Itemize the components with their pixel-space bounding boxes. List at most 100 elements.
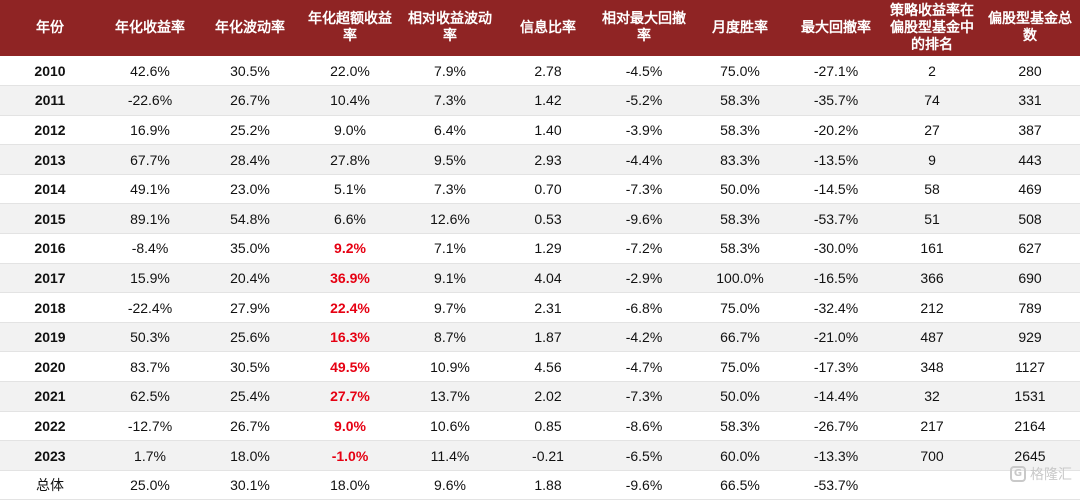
table-cell: 487	[920, 329, 944, 346]
table-cell: 58.3%	[720, 210, 760, 227]
table-cell: 212	[920, 299, 944, 316]
row-year-cell: 2014	[34, 181, 66, 198]
table-cell: 27.8%	[330, 151, 370, 168]
column-header: 年化波动率	[215, 19, 285, 36]
table-cell: 1.7%	[134, 447, 166, 464]
table-cell: 25.0%	[130, 477, 170, 494]
table-cell: 10.6%	[430, 417, 470, 434]
table-cell: 627	[1018, 240, 1042, 257]
table-cell: 67.7%	[130, 151, 170, 168]
table-cell: 508	[1018, 210, 1042, 227]
table-row: 2023 1.7% 18.0% -1.0% 11.4% -0.21 -6.5% 60.0% -1…	[0, 440, 1080, 471]
table-cell: 49.5%	[330, 358, 370, 375]
table-cell: 42.6%	[130, 62, 170, 79]
table-cell: -12.7%	[127, 417, 173, 434]
table-cell: -8.6%	[625, 417, 663, 434]
table-cell: -16.5%	[813, 269, 859, 286]
table-cell: -2.9%	[625, 269, 663, 286]
table-row: 2012 16.9% 25.2% 9.0% 6.4% 1.40 -3.9% 58.3% -20.…	[0, 115, 1080, 145]
table-cell: 20.4%	[230, 269, 270, 286]
row-year-cell: 2022	[34, 417, 66, 434]
table-cell: 280	[1018, 62, 1042, 79]
table-cell: 15.9%	[130, 269, 170, 286]
table-cell: 0.70	[534, 181, 562, 198]
table-cell: 16.9%	[130, 121, 170, 138]
table-cell: 18.0%	[230, 447, 270, 464]
table-cell: -30.0%	[813, 240, 859, 257]
table-cell: -27.1%	[813, 62, 859, 79]
table-cell: -26.7%	[813, 417, 859, 434]
table-cell: -35.7%	[813, 92, 859, 109]
table-cell: 9	[928, 151, 936, 168]
table-cell: 1127	[1014, 358, 1046, 375]
table-row: 2014 49.1% 23.0% 5.1% 7.3% 0.70 -7.3% 50.0% -14.…	[0, 174, 1080, 204]
table-cell: 66.7%	[720, 329, 760, 346]
column-header: 年化超额收益率	[308, 11, 392, 44]
table-row: 2018 -22.4% 27.9% 22.4% 9.7% 2.31 -6.8% 75.0% -3…	[0, 292, 1080, 323]
table-cell: 83.3%	[720, 151, 760, 168]
table-cell: -7.3%	[625, 181, 663, 198]
table-cell: 7.3%	[434, 92, 466, 109]
table-cell: -14.4%	[813, 388, 859, 405]
table-cell: 49.1%	[130, 181, 170, 198]
column-header: 偏股型基金总数	[988, 11, 1072, 44]
table-row: 2015 89.1% 54.8% 6.6% 12.6% 0.53 -9.6% 58.3% -53…	[0, 203, 1080, 234]
table-cell: 4.04	[534, 269, 562, 286]
table-cell: 6.6%	[334, 210, 366, 227]
table-cell: 27.7%	[330, 388, 370, 405]
table-cell: -9.6%	[625, 477, 663, 494]
table-cell: 9.0%	[334, 417, 366, 434]
table-cell: 22.4%	[330, 299, 370, 316]
table-cell: 7.9%	[434, 62, 466, 79]
table-cell: 83.7%	[130, 358, 170, 375]
table-cell: 36.9%	[330, 269, 370, 286]
table-cell	[884, 470, 980, 500]
table-cell: -8.4%	[131, 240, 169, 257]
table-body: 2010 42.6% 30.5% 22.0% 7.9% 2.78 -4.5% 75.0% -27…	[0, 56, 1080, 500]
table-row: 2021 62.5% 25.4% 27.7% 13.7% 2.02 -7.3% 50.0% -1…	[0, 381, 1080, 412]
table-cell: 2.78	[534, 62, 562, 79]
table-cell: 929	[1018, 329, 1042, 346]
table-cell: 1.88	[534, 477, 562, 494]
table-cell: -53.7%	[813, 477, 859, 494]
table-cell: 75.0%	[720, 299, 760, 316]
header-row: 年份 年化收益率 年化波动率 年化超额收益率 相对收益波动率 信息比率 相对最大回撤率 月度胜…	[0, 0, 1080, 56]
table-cell: 9.5%	[434, 151, 466, 168]
table-cell: 366	[920, 269, 944, 286]
table-cell: 50.0%	[720, 181, 760, 198]
table-cell: 18.0%	[330, 477, 370, 494]
table-cell: 26.7%	[230, 92, 270, 109]
table-cell: -14.5%	[813, 181, 859, 198]
table-cell: 26.7%	[230, 417, 270, 434]
table-cell: 2	[928, 62, 936, 79]
table-cell: 10.9%	[430, 358, 470, 375]
row-year-cell: 总体	[36, 478, 64, 495]
table-cell: 58	[924, 181, 940, 198]
table-row: 2011 -22.6% 26.7% 10.4% 7.3% 1.42 -5.2% 58.3% -3…	[0, 85, 1080, 116]
table-cell: 9.1%	[434, 269, 466, 286]
row-year-cell: 2019	[34, 329, 66, 346]
table-cell: 25.4%	[230, 388, 270, 405]
table-cell: 217	[920, 417, 944, 434]
table-cell: 9.0%	[334, 121, 366, 138]
table-row: 总体 25.0% 30.1% 18.0% 9.6% 1.88 -9.6% 66.5% -53.7…	[0, 470, 1080, 500]
table-cell: 789	[1018, 299, 1042, 316]
table-cell: -17.3%	[813, 358, 859, 375]
table-cell: 348	[920, 358, 944, 375]
table-cell: 1.42	[534, 92, 562, 109]
column-header: 相对收益波动率	[408, 11, 492, 44]
table-cell: 58.3%	[720, 121, 760, 138]
table-cell: 700	[920, 447, 944, 464]
table-row: 2022 -12.7% 26.7% 9.0% 10.6% 0.85 -8.6% 58.3% -2…	[0, 411, 1080, 441]
table-cell: -22.4%	[127, 299, 173, 316]
column-header: 年份	[36, 19, 64, 36]
table-cell: 331	[1018, 92, 1042, 109]
table-cell: 23.0%	[230, 181, 270, 198]
table-cell: 89.1%	[130, 210, 170, 227]
row-year-cell: 2011	[34, 92, 66, 109]
table-cell: 7.3%	[434, 181, 466, 198]
table-cell: 2645	[1014, 447, 1046, 464]
table-cell: -1.0%	[331, 447, 369, 464]
table-cell: 2.31	[534, 299, 562, 316]
